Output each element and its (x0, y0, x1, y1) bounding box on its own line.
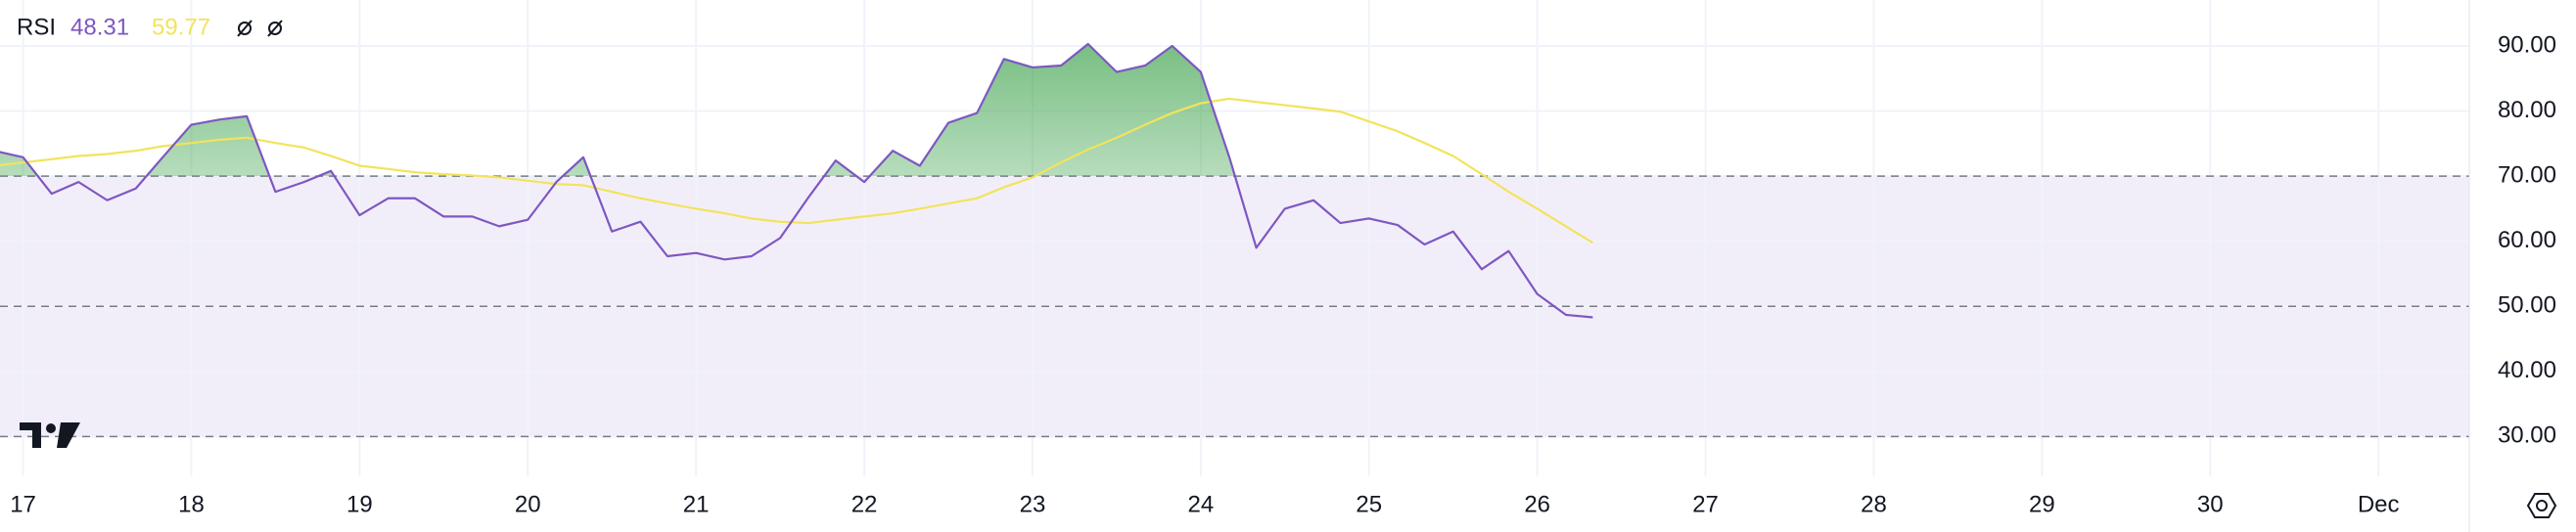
legend-value: 48.31 (70, 14, 129, 40)
legend-icons[interactable] (237, 20, 283, 37)
y-tick-label: 60.00 (2498, 227, 2556, 253)
x-tick-label: Dec (2358, 491, 2400, 517)
grid (0, 0, 2469, 476)
legend-title: RSI (17, 14, 56, 40)
x-tick-label: 23 (1020, 491, 1046, 517)
x-tick-label: 22 (851, 491, 878, 517)
plot (0, 42, 1593, 319)
settings-icon[interactable] (2526, 493, 2557, 518)
x-tick-label: 28 (1861, 491, 1887, 517)
x-tick-label: 21 (683, 491, 710, 517)
x-tick-label: 29 (2029, 491, 2055, 517)
x-tick-label: 30 (2197, 491, 2224, 517)
axes: 17 18 19 20 21 22 23 24 25 26 27 28 29 30 Dec 30.00 40.0… (10, 0, 2556, 532)
x-tick-label: 20 (515, 491, 541, 517)
x-tick-label: 19 (346, 491, 373, 517)
y-tick-label: 90.00 (2498, 31, 2556, 58)
x-tick-label: 27 (1692, 491, 1719, 517)
x-tick-label: 26 (1524, 491, 1550, 517)
y-tick-label: 30.00 (2498, 422, 2556, 449)
series-line (0, 42, 1593, 319)
y-tick-label: 50.00 (2498, 292, 2556, 319)
legend-value: 59.77 (152, 14, 210, 40)
x-tick-label: 18 (178, 491, 205, 517)
series-line (0, 97, 1593, 244)
y-tick-label: 40.00 (2498, 357, 2556, 383)
y-tick-label: 80.00 (2498, 97, 2556, 123)
logo[interactable] (20, 422, 80, 448)
y-tick-label: 70.00 (2498, 161, 2556, 188)
x-tick-label: 25 (1356, 491, 1382, 517)
overbought-fill (0, 43, 1235, 177)
x-tick-label: 17 (10, 491, 36, 517)
x-tick-label: 24 (1188, 491, 1215, 517)
